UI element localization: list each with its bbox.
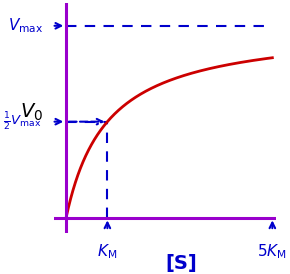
Text: $K_{\mathrm{M}}$: $K_{\mathrm{M}}$	[97, 242, 117, 261]
Text: $V_0$: $V_0$	[20, 101, 44, 123]
Text: [S]: [S]	[166, 254, 197, 273]
Text: $\frac{1}{2}V_{\mathrm{max}}$: $\frac{1}{2}V_{\mathrm{max}}$	[3, 111, 41, 133]
Text: $V_{\mathrm{max}}$: $V_{\mathrm{max}}$	[8, 16, 44, 35]
Text: $5K_{\mathrm{M}}$: $5K_{\mathrm{M}}$	[258, 242, 287, 261]
